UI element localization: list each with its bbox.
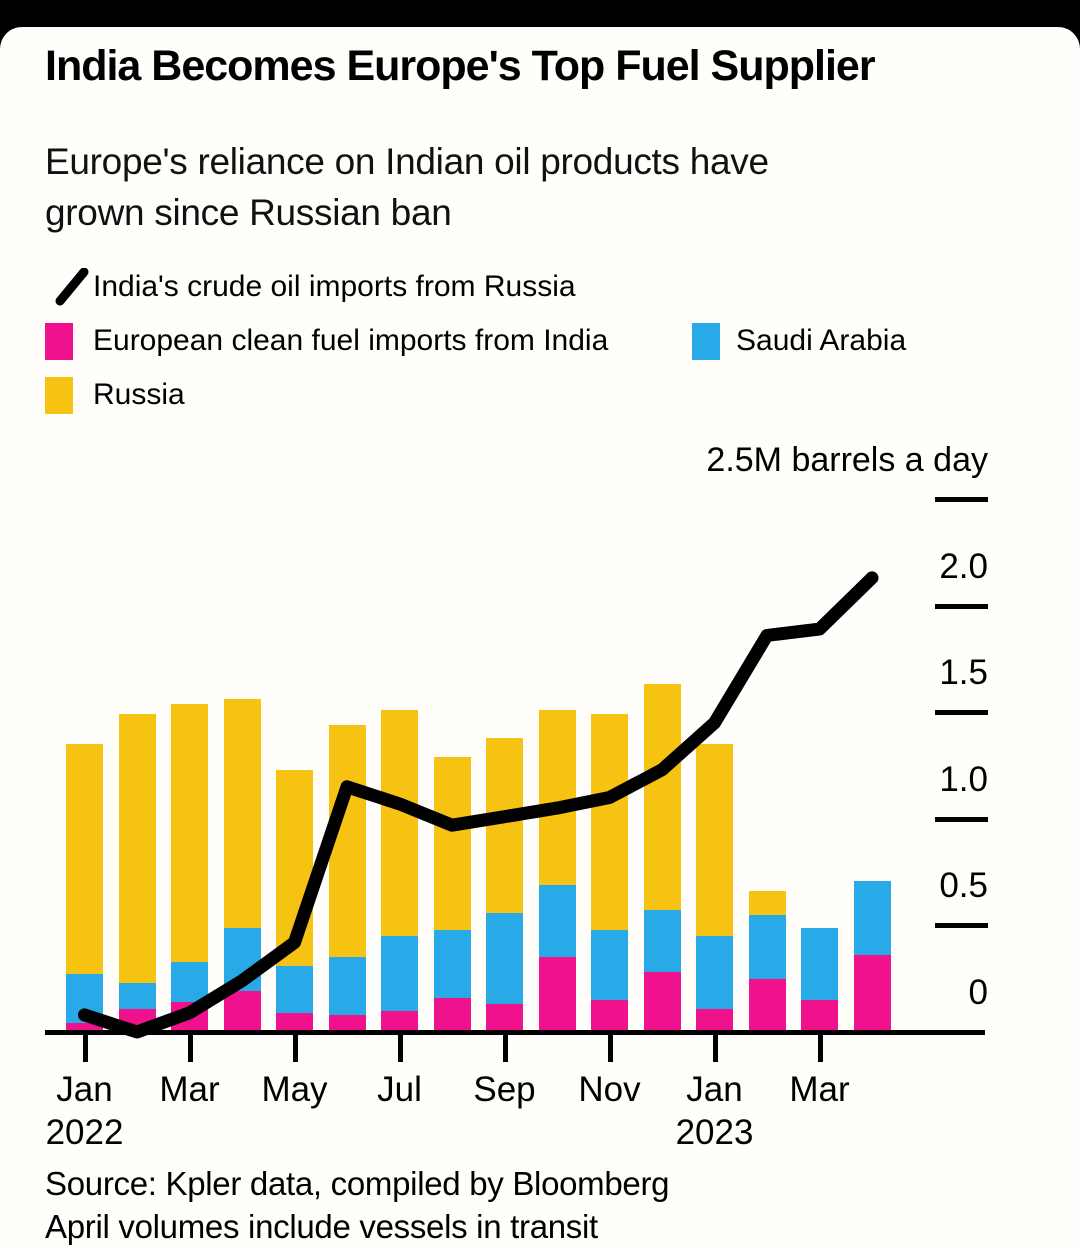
yellow-swatch-icon <box>45 377 73 414</box>
bar-segment-yellow <box>276 769 313 966</box>
x-axis-tick <box>607 1032 613 1062</box>
top-black-bar <box>0 0 1080 27</box>
bar-segment-pink <box>433 997 471 1032</box>
bar-segment-pink <box>223 991 261 1032</box>
x-axis-month-label: Nov <box>578 1070 641 1109</box>
x-axis-month-label: May <box>261 1070 328 1109</box>
y-axis-dash <box>935 497 988 502</box>
bar-segment-pink <box>118 1008 156 1032</box>
source-line: Source: Kpler data, compiled by Bloomber… <box>45 1165 670 1202</box>
bar-segment-yellow <box>171 703 208 962</box>
legend-row-1: India's crude oil imports from Russia <box>0 268 1080 306</box>
source-note: Source: Kpler data, compiled by Bloomber… <box>45 1162 670 1248</box>
x-axis-tick <box>712 1032 718 1062</box>
bar-segment-yellow <box>381 710 418 937</box>
x-axis-month-label: Jul <box>377 1070 422 1109</box>
y-axis-label: 0 <box>968 973 988 1012</box>
x-axis-month-label: Mar <box>159 1070 220 1109</box>
bar-segment-yellow <box>486 737 523 913</box>
x-axis-month-label: Jan <box>686 1070 743 1109</box>
pink-swatch-icon <box>45 323 73 360</box>
bar-segment-yellow <box>433 756 471 930</box>
bar-segment-blue <box>118 982 156 1009</box>
y-axis-label: 0.5 <box>939 866 988 906</box>
bar-segment-yellow <box>591 714 628 930</box>
bar-segment-blue <box>276 965 313 1013</box>
bar-segment-blue <box>381 936 418 1011</box>
line-series-icon <box>54 268 90 306</box>
bar-segment-pink <box>171 1002 208 1032</box>
page-subtitle: Europe's reliance on Indian oil products… <box>45 141 769 233</box>
bar-segment-yellow <box>66 744 103 975</box>
bar-segment-pink <box>538 957 576 1032</box>
bar-segment-blue <box>643 910 681 973</box>
bar-segment-blue <box>696 936 733 1009</box>
x-axis-tick <box>397 1032 403 1062</box>
y-axis-header: 2.5M barrels a day <box>706 441 988 479</box>
bar-segment-yellow <box>696 744 733 937</box>
y-axis-dash <box>935 603 988 609</box>
legend-label-yellow: Russia <box>93 378 185 411</box>
x-axis-month-label: Sep <box>473 1070 536 1109</box>
bar-segment-pink <box>486 1004 523 1032</box>
x-axis-month-label: Jan <box>56 1070 113 1109</box>
bar-segment-blue <box>748 914 786 979</box>
bar-segment-pink <box>696 1008 733 1032</box>
bar-segment-yellow <box>223 699 261 928</box>
bar-segment-blue <box>223 927 261 992</box>
bar-segment-pink <box>381 1010 418 1032</box>
x-axis-tick <box>187 1032 193 1062</box>
x-axis-tick <box>817 1032 823 1062</box>
legend-label-pink: European clean fuel imports from India <box>93 324 609 357</box>
y-axis-dash <box>935 710 988 716</box>
y-axis-dash <box>935 923 988 929</box>
y-axis-label: 1.5 <box>939 653 988 693</box>
x-axis-line <box>45 1030 985 1035</box>
bar-segment-pink <box>643 972 681 1032</box>
legend-row-3: Russia <box>0 376 1080 414</box>
bar-segment-blue <box>328 957 366 1015</box>
bar-segment-blue <box>433 929 471 998</box>
x-axis-tick <box>292 1032 298 1062</box>
bar-segment-yellow <box>328 724 366 958</box>
x-axis-month-label: Mar <box>789 1070 850 1109</box>
bar-segment-blue <box>171 961 208 1003</box>
page-title: India Becomes Europe's Top Fuel Supplier <box>45 42 876 90</box>
bar-segment-yellow <box>643 684 681 911</box>
bar-segment-blue <box>66 974 103 1024</box>
x-axis-tick <box>82 1032 88 1062</box>
y-axis-label: 2.0 <box>939 546 988 586</box>
legend-label-line: India's crude oil imports from Russia <box>93 270 576 303</box>
bar-segment-pink <box>591 1000 628 1032</box>
legend-label-blue: Saudi Arabia <box>736 324 907 357</box>
bar-segment-blue <box>486 912 523 1005</box>
bar-segment-yellow <box>538 710 576 885</box>
y-axis-label: 1.0 <box>939 759 988 799</box>
y-axis-dash <box>935 816 988 822</box>
note-line: April volumes include vessels in transit <box>45 1208 598 1245</box>
x-axis-tick <box>502 1032 508 1062</box>
blue-swatch-icon <box>692 323 720 360</box>
bar-segment-blue <box>591 929 628 1000</box>
bar-segment-yellow <box>118 714 156 983</box>
bar-segment-blue <box>538 884 576 958</box>
x-axis-year-label: 2022 <box>45 1113 124 1152</box>
x-axis-year-label: 2023 <box>675 1113 754 1152</box>
legend-row-2: European clean fuel imports from India S… <box>0 322 1080 360</box>
